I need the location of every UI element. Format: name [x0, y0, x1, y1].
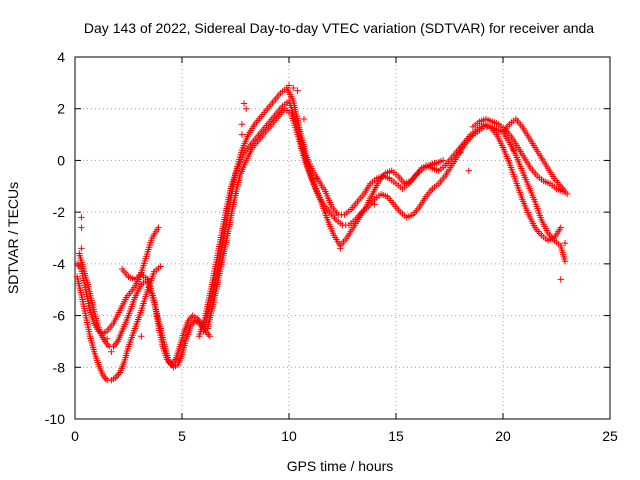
series-satellite-track-7	[204, 105, 436, 332]
grid	[75, 57, 610, 419]
outlier-point	[285, 82, 293, 89]
data-point	[439, 157, 447, 164]
outlier-point	[510, 146, 517, 154]
data-point	[561, 258, 569, 265]
x-tick-label: 0	[71, 428, 79, 444]
data-point	[206, 333, 214, 340]
data-point	[113, 372, 121, 380]
data-point	[205, 331, 212, 338]
outlier-point	[300, 115, 308, 123]
outlier-point	[457, 149, 464, 156]
data-point	[557, 224, 564, 231]
outlier-point	[561, 239, 569, 247]
y-tick-label: 0	[57, 152, 65, 168]
series-satellite-track-10	[469, 115, 567, 195]
x-tick-label: 25	[602, 428, 618, 444]
y-tick-label: -6	[53, 308, 66, 324]
data-point	[155, 224, 162, 231]
y-tick-label: -2	[53, 204, 66, 220]
series-outliers	[78, 82, 569, 355]
plot-frame	[74, 56, 611, 420]
data-point	[104, 341, 112, 349]
outlier-point	[108, 348, 115, 355]
data-point	[111, 341, 119, 349]
outlier-point	[557, 276, 564, 283]
data-point	[559, 188, 567, 195]
y-tick-label: 2	[57, 101, 65, 117]
chart-title: Day 143 of 2022, Sidereal Day-to-day VTE…	[84, 20, 594, 36]
data-points	[73, 82, 571, 384]
outlier-point	[465, 167, 472, 174]
y-tick-label: -10	[45, 411, 65, 427]
outlier-point	[103, 335, 111, 343]
axis-ticks: 0 5 10 15 20 25 -10 -8 -6 -4 -2 0 2 4	[45, 49, 618, 444]
outlier-point	[78, 245, 85, 252]
series-satellite-track-8	[429, 123, 569, 265]
series-satellite-track-1	[73, 263, 164, 384]
outlier-point	[313, 175, 321, 182]
outlier-point	[138, 333, 145, 340]
series-satellite-track-4	[118, 265, 214, 368]
outlier-point	[243, 105, 250, 112]
outlier-point	[371, 201, 378, 208]
series-satellite-track-11	[499, 115, 571, 198]
y-tick-label: 4	[57, 49, 65, 65]
data-point	[564, 190, 571, 198]
x-tick-label: 20	[495, 428, 511, 444]
outlier-point	[78, 214, 85, 221]
x-tick-label: 5	[178, 428, 186, 444]
data-point	[157, 263, 164, 270]
y-axis-label: SDTVAR / TECUs	[5, 182, 21, 294]
data-point	[102, 375, 109, 382]
series-satellite-track-9	[422, 121, 564, 244]
outlier-point	[78, 224, 85, 231]
outlier-point	[294, 87, 301, 94]
outlier-point	[238, 121, 246, 128]
y-tick-label: -4	[53, 256, 66, 272]
outlier-point	[238, 131, 246, 138]
x-axis-label: GPS time / hours	[287, 458, 394, 474]
outlier-point	[240, 100, 248, 107]
x-tick-label: 10	[281, 428, 297, 444]
y-tick-label: -8	[53, 359, 66, 375]
outlier-point	[337, 245, 344, 252]
outlier-point	[290, 84, 297, 92]
series-satellite-track-5	[200, 84, 438, 335]
x-tick-label: 15	[388, 428, 404, 444]
